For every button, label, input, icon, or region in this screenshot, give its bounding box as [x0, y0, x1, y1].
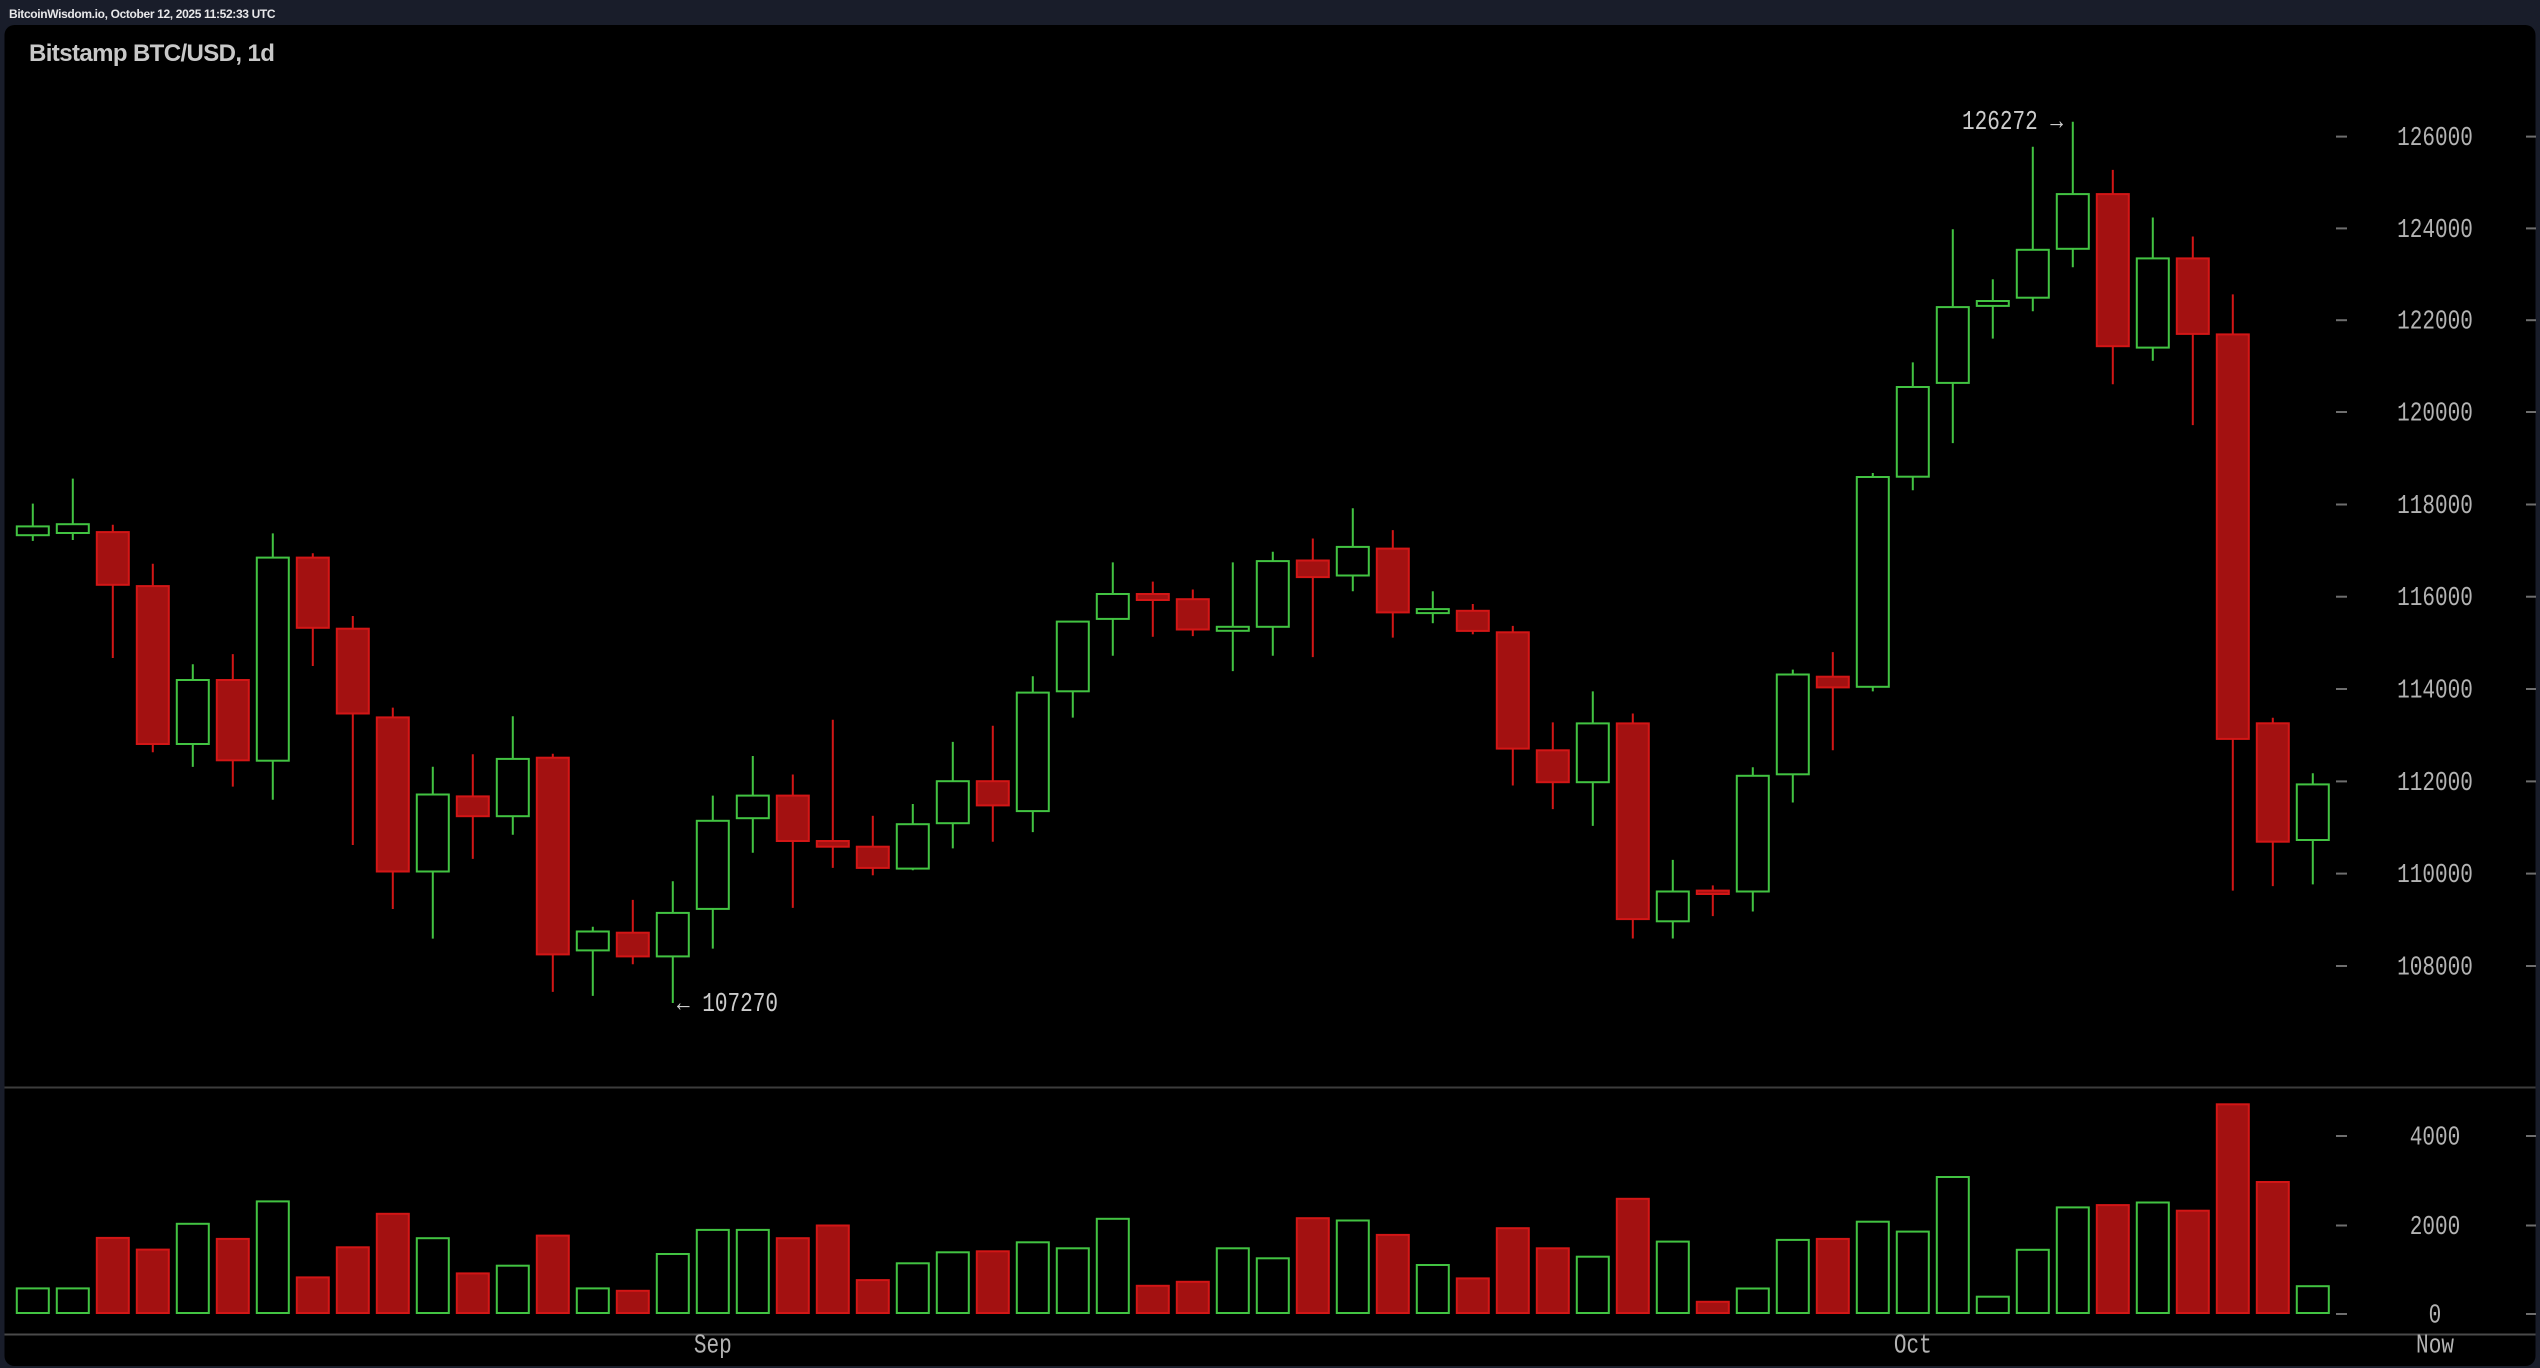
- svg-text:126000: 126000: [2397, 124, 2473, 154]
- svg-text:120000: 120000: [2397, 399, 2473, 429]
- svg-text:116000: 116000: [2397, 584, 2473, 614]
- svg-text:Now: Now: [2416, 1331, 2454, 1361]
- svg-text:4000: 4000: [2410, 1123, 2461, 1153]
- svg-text:0: 0: [2429, 1301, 2442, 1331]
- svg-text:BitcoinWisdom.io, October 12,: BitcoinWisdom.io, October 12, 2025 11:52…: [9, 7, 276, 21]
- svg-text:124000: 124000: [2397, 216, 2473, 246]
- svg-text:126272 →: 126272 →: [1962, 108, 2063, 138]
- svg-text:108000: 108000: [2397, 953, 2473, 983]
- svg-text:Bitstamp BTC/USD, 1d: Bitstamp BTC/USD, 1d: [29, 40, 274, 67]
- svg-text:118000: 118000: [2397, 492, 2473, 522]
- svg-text:110000: 110000: [2397, 861, 2473, 891]
- svg-text:Sep: Sep: [694, 1331, 732, 1361]
- svg-text:2000: 2000: [2410, 1213, 2461, 1243]
- svg-text:112000: 112000: [2397, 769, 2473, 799]
- svg-text:← 107270: ← 107270: [677, 990, 778, 1020]
- svg-text:Oct: Oct: [1894, 1331, 1932, 1361]
- svg-text:114000: 114000: [2397, 676, 2473, 706]
- svg-text:122000: 122000: [2397, 308, 2473, 338]
